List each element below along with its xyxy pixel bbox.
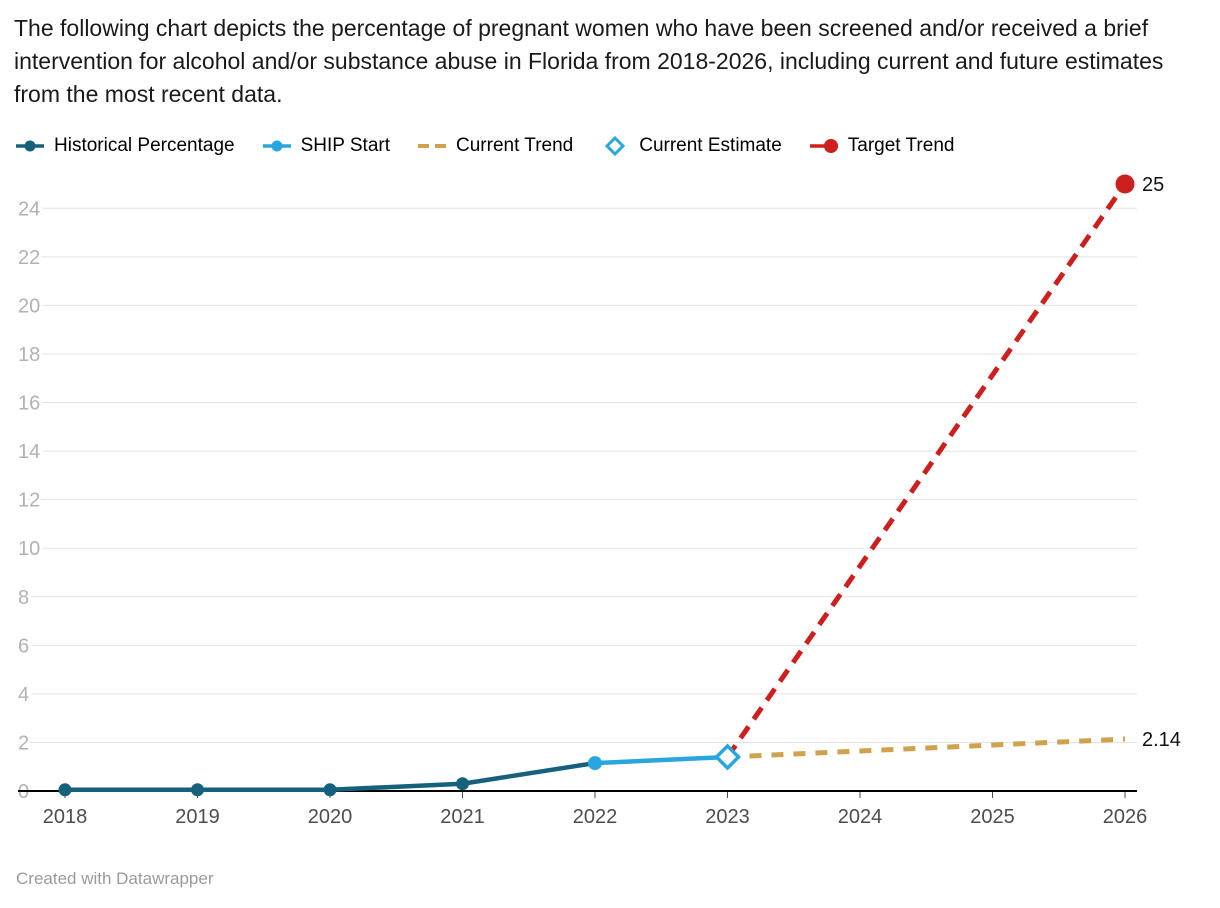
series-end-label: 2.14 xyxy=(1142,729,1181,751)
y-tick-label: 10 xyxy=(18,538,40,560)
series-ship-start xyxy=(588,754,730,771)
legend-item: Target Trend xyxy=(808,135,955,157)
y-tick-label: 8 xyxy=(18,587,29,609)
y-tick-label: 18 xyxy=(18,344,40,366)
x-tick-label: 2020 xyxy=(308,806,353,828)
data-point xyxy=(191,783,204,797)
data-point xyxy=(323,783,337,797)
ship-start-legend-icon xyxy=(262,140,291,152)
y-tick-label: 24 xyxy=(18,198,40,220)
legend-label: SHIP Start xyxy=(300,135,390,156)
legend-item: Current Estimate xyxy=(599,135,782,157)
series-current-trend: 2.14 xyxy=(727,729,1181,760)
datawrapper-attribution: Created with Datawrapper xyxy=(16,869,214,888)
x-tick-label: 2026 xyxy=(1103,806,1148,828)
data-point xyxy=(1115,174,1135,194)
current-trend-legend-icon xyxy=(418,144,446,148)
chart-title: The following chart depicts the percenta… xyxy=(14,15,1164,107)
x-tick-label: 2023 xyxy=(705,806,750,828)
y-tick-label: 12 xyxy=(18,490,40,512)
data-point xyxy=(456,777,469,791)
legend-item: Historical Percentage xyxy=(14,135,235,157)
y-tick-label: 14 xyxy=(18,441,40,463)
x-tick-label: 2018 xyxy=(43,806,88,828)
series-current-estimate xyxy=(714,743,741,771)
series-end-label: 25 xyxy=(1142,174,1164,196)
x-tick-label: 2019 xyxy=(175,806,220,828)
legend-label: Current Estimate xyxy=(639,135,782,156)
historical-percentage-legend-icon xyxy=(16,140,44,152)
chart-svg: 0246810121416182022242018201920202021202… xyxy=(15,174,1181,828)
y-tick-label: 6 xyxy=(18,635,29,657)
y-tick-label: 4 xyxy=(18,684,29,706)
legend-item: SHIP Start xyxy=(261,135,390,157)
series-target-trend: 25 xyxy=(725,174,1164,759)
y-tick-label: 2 xyxy=(18,732,29,754)
y-tick-label: 16 xyxy=(18,393,40,415)
x-tick-label: 2024 xyxy=(838,806,883,828)
x-tick-label: 2022 xyxy=(573,806,618,828)
current-estimate-diamond xyxy=(714,743,741,771)
y-axis-labels: 024681012141618202224 xyxy=(15,195,43,806)
chart-legend: Historical Percentage SHIP Start Current T… xyxy=(14,135,1220,157)
y-tick-label: 22 xyxy=(18,247,40,269)
legend-label: Historical Percentage xyxy=(54,135,235,156)
series-line xyxy=(592,754,730,766)
chart-plot-area: 0246810121416182022242018201920202021202… xyxy=(0,171,1220,833)
series-line xyxy=(725,182,1128,759)
x-axis-labels: 2018 2019 2020 2021 2022 2023 2024 2025 2026 xyxy=(43,806,1148,828)
gridlines xyxy=(18,207,1137,743)
data-point xyxy=(588,756,602,771)
series-line xyxy=(727,736,1126,760)
data-point xyxy=(58,783,72,797)
legend-item: Current Trend xyxy=(416,135,573,157)
target-trend-legend-icon xyxy=(809,139,838,153)
x-tick-label: 2021 xyxy=(440,806,485,828)
x-axis-ticks xyxy=(64,792,1126,798)
y-tick-label: 20 xyxy=(18,295,40,317)
legend-label: Current Trend xyxy=(456,135,574,156)
legend-label: Target Trend xyxy=(847,135,955,156)
current-estimate-legend-icon xyxy=(605,136,626,156)
x-tick-label: 2025 xyxy=(970,806,1015,828)
